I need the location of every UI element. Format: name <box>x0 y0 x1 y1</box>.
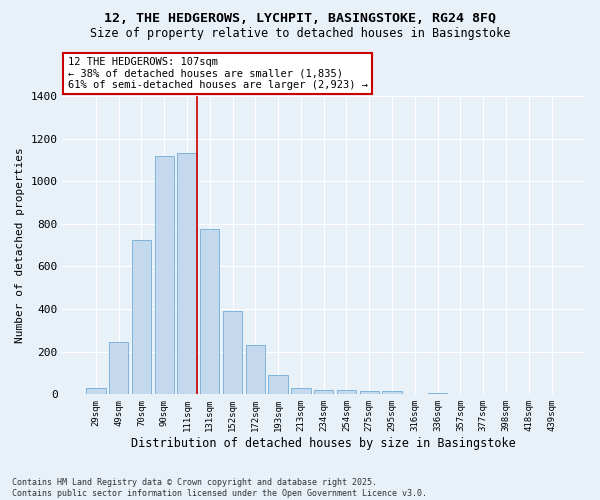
Bar <box>291 388 311 394</box>
Bar <box>155 156 174 394</box>
Bar <box>314 390 334 394</box>
Text: 12, THE HEDGEROWS, LYCHPIT, BASINGSTOKE, RG24 8FQ: 12, THE HEDGEROWS, LYCHPIT, BASINGSTOKE,… <box>104 12 496 26</box>
Text: Contains HM Land Registry data © Crown copyright and database right 2025.
Contai: Contains HM Land Registry data © Crown c… <box>12 478 427 498</box>
Text: Size of property relative to detached houses in Basingstoke: Size of property relative to detached ho… <box>90 28 510 40</box>
Bar <box>132 240 151 394</box>
Bar <box>382 391 402 394</box>
Bar <box>200 229 220 394</box>
Bar <box>359 391 379 394</box>
Bar <box>428 392 448 394</box>
Bar <box>337 390 356 394</box>
Y-axis label: Number of detached properties: Number of detached properties <box>15 147 25 343</box>
Bar <box>268 375 288 394</box>
Text: 12 THE HEDGEROWS: 107sqm
← 38% of detached houses are smaller (1,835)
61% of sem: 12 THE HEDGEROWS: 107sqm ← 38% of detach… <box>68 56 368 90</box>
X-axis label: Distribution of detached houses by size in Basingstoke: Distribution of detached houses by size … <box>131 437 516 450</box>
Bar <box>223 311 242 394</box>
Bar <box>109 342 128 394</box>
Bar <box>178 154 197 394</box>
Bar <box>245 346 265 395</box>
Bar <box>86 388 106 394</box>
